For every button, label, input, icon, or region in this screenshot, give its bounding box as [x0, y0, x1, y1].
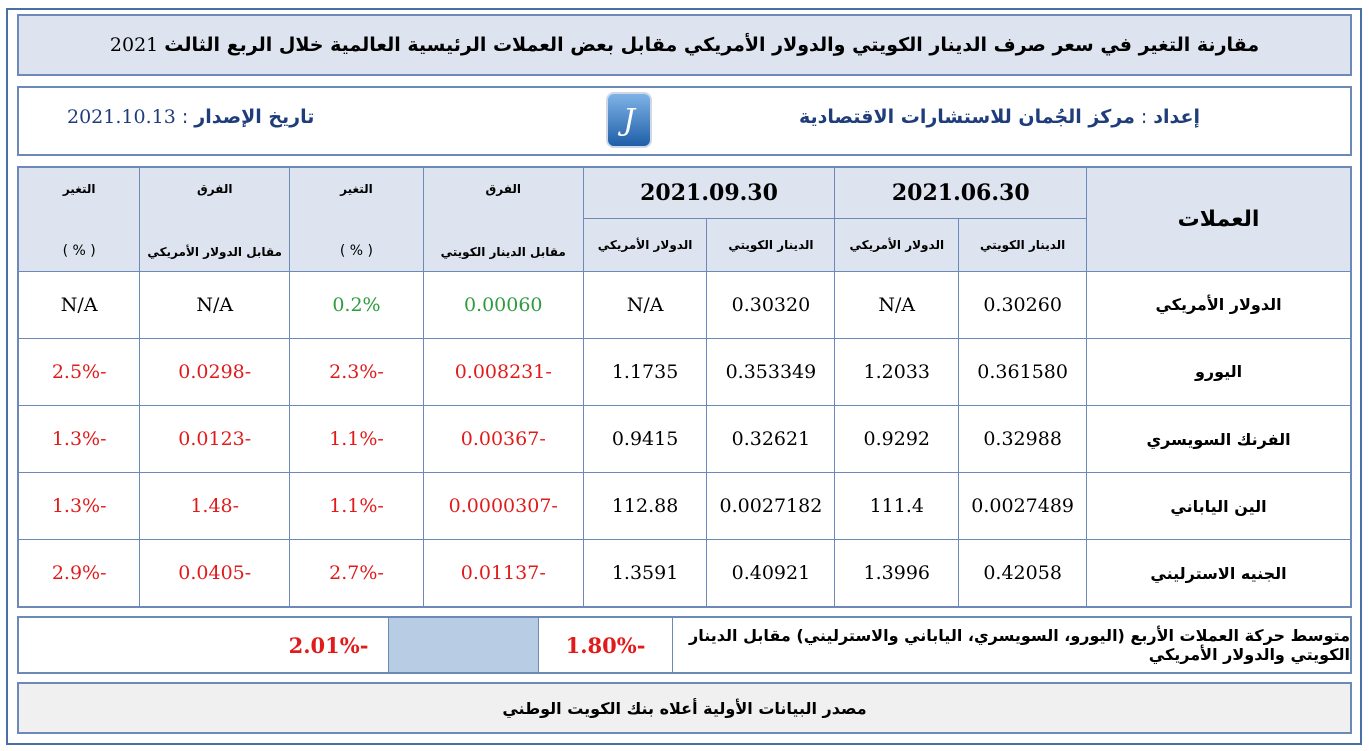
company-logo-icon: J — [606, 92, 652, 148]
date2-usd-col: الدولار الأمريكي — [582, 217, 708, 272]
cell-usd1: 1.2033 — [834, 337, 960, 407]
cell-kwd1: 0.32988 — [958, 404, 1088, 474]
row-currency-name: الدولار الأمريكي — [1086, 270, 1352, 339]
table-row: الجنيه الاسترليني 0.42058 1.3996 0.40921… — [17, 539, 1352, 608]
cell-chg-kwd: -1.1% — [289, 472, 424, 541]
cell-usd2: 1.3591 — [582, 539, 708, 608]
table-row: الفرنك السويسري 0.32988 0.9292 0.32621 0… — [17, 404, 1352, 474]
cell-chg-kwd: -1.1% — [289, 404, 424, 474]
cell-kwd2: 0.32621 — [706, 404, 836, 474]
cell-kwd2: 0.353349 — [706, 337, 836, 407]
cell-chg-usd: -1.3% — [17, 404, 141, 474]
title-year: 2021 — [109, 34, 159, 56]
cell-usd1: 111.4 — [834, 472, 960, 541]
cell-kwd2: 0.0027182 — [706, 472, 836, 541]
prepared-by: إعداد:مركز الجُمان للاستشارات الاقتصادية — [799, 106, 1200, 128]
summary-avg-usd: -2.01% — [288, 632, 369, 658]
cell-diff-usd: N/A — [139, 270, 291, 339]
row-currency-name: الين الياباني — [1086, 472, 1352, 541]
cell-diff-usd: -1.48 — [139, 472, 291, 541]
cell-kwd1: 0.42058 — [958, 539, 1088, 608]
summary-label: متوسط حركة العملات الأربع (اليورو، السوي… — [672, 618, 1350, 672]
row-currency-name: الجنيه الاسترليني — [1086, 539, 1352, 608]
cell-chg-kwd: -2.3% — [289, 337, 424, 407]
table-row: الدولار الأمريكي 0.30260 N/A 0.30320 N/A… — [17, 270, 1352, 339]
cell-chg-usd: -2.5% — [17, 337, 141, 407]
diff-kwd-title: الفرق — [485, 182, 521, 196]
date2-kwd-col: الدينار الكويتي — [706, 217, 836, 272]
issue-date: تاريخ الإصدار : 2021.10.13 — [67, 106, 314, 128]
cell-kwd2: 0.40921 — [706, 539, 836, 608]
summary-avg-kwd: -1.80% — [538, 618, 672, 672]
cell-usd2: N/A — [582, 270, 708, 339]
diff-kwd-subtitle: مقابل الدينار الكويتي — [440, 244, 566, 259]
change-usd-header: التغير ( % ) — [17, 166, 141, 272]
cell-diff-usd: -0.0405 — [139, 539, 291, 608]
cell-kwd1: 0.0027489 — [958, 472, 1088, 541]
row-currency-name: الفرنك السويسري — [1086, 404, 1352, 474]
date1-header: 2021.06.30 — [834, 166, 1088, 219]
info-bar: إعداد:مركز الجُمان للاستشارات الاقتصادية… — [17, 86, 1352, 156]
currency-table: العملات 2021.06.30 2021.09.30 الفرق مقابل… — [17, 166, 1352, 608]
date2-header: 2021.09.30 — [582, 166, 836, 219]
cell-usd2: 1.1735 — [582, 337, 708, 407]
change-usd-pct: ( % ) — [62, 242, 96, 259]
prepared-by-label: إعداد — [1153, 106, 1200, 128]
summary-row: متوسط حركة العملات الأربع (اليورو، السوي… — [17, 616, 1352, 674]
cell-usd1: 1.3996 — [834, 539, 960, 608]
diff-kwd-header: الفرق مقابل الدينار الكويتي — [422, 166, 584, 272]
diff-usd-subtitle: مقابل الدولار الأمريكي — [147, 244, 282, 259]
table-row: الين الياباني 0.0027489 111.4 0.0027182 … — [17, 472, 1352, 541]
page-title: مقارنة التغير في سعر صرف الدينار الكويتي… — [164, 34, 1260, 56]
data-source: مصدر البيانات الأولية أعلاه بنك الكويت ا… — [17, 682, 1352, 734]
diff-usd-title: الفرق — [196, 182, 233, 196]
summary-empty-cell — [388, 618, 538, 672]
change-kwd-title: التغير — [340, 182, 373, 196]
cell-diff-kwd: -0.008231 — [422, 337, 584, 407]
cell-kwd2: 0.30320 — [706, 270, 836, 339]
change-kwd-header: التغير ( % ) — [289, 166, 424, 272]
cell-diff-kwd: -0.0000307 — [422, 472, 584, 541]
cell-chg-kwd: -2.7% — [289, 539, 424, 608]
prepared-by-value: مركز الجُمان للاستشارات الاقتصادية — [799, 106, 1135, 128]
cell-chg-usd: -1.3% — [17, 472, 141, 541]
change-usd-title: التغير — [62, 182, 96, 196]
diff-usd-header: الفرق مقابل الدولار الأمريكي — [139, 166, 291, 272]
cell-diff-kwd: -0.00367 — [422, 404, 584, 474]
cell-kwd1: 0.361580 — [958, 337, 1088, 407]
row-currency-name: اليورو — [1086, 337, 1352, 407]
date1-usd-col: الدولار الأمريكي — [834, 217, 960, 272]
cell-chg-usd: N/A — [17, 270, 141, 339]
title-banner: مقارنة التغير في سعر صرف الدينار الكويتي… — [17, 14, 1352, 76]
cell-diff-usd: -0.0298 — [139, 337, 291, 407]
cell-usd1: 0.9292 — [834, 404, 960, 474]
cell-usd2: 112.88 — [582, 472, 708, 541]
header-row-top: العملات 2021.06.30 2021.09.30 الفرق مقابل… — [17, 166, 1352, 272]
table-row: اليورو 0.361580 1.2033 0.353349 1.1735 -… — [17, 337, 1352, 407]
currencies-header: العملات — [1086, 166, 1352, 272]
cell-chg-kwd: 0.2% — [289, 270, 424, 339]
issue-date-sep: : — [181, 106, 189, 128]
cell-usd2: 0.9415 — [582, 404, 708, 474]
cell-diff-usd: -0.0123 — [139, 404, 291, 474]
change-kwd-pct: ( % ) — [339, 242, 374, 259]
issue-date-label: تاريخ الإصدار — [194, 106, 315, 128]
cell-usd1: N/A — [834, 270, 960, 339]
cell-chg-usd: -2.9% — [17, 539, 141, 608]
date1-kwd-col: الدينار الكويتي — [958, 217, 1088, 272]
prepared-by-sep: : — [1140, 106, 1148, 128]
issue-date-value: 2021.10.13 — [67, 106, 176, 128]
cell-diff-kwd: 0.00060 — [422, 270, 584, 339]
cell-kwd1: 0.30260 — [958, 270, 1088, 339]
cell-diff-kwd: -0.01137 — [422, 539, 584, 608]
